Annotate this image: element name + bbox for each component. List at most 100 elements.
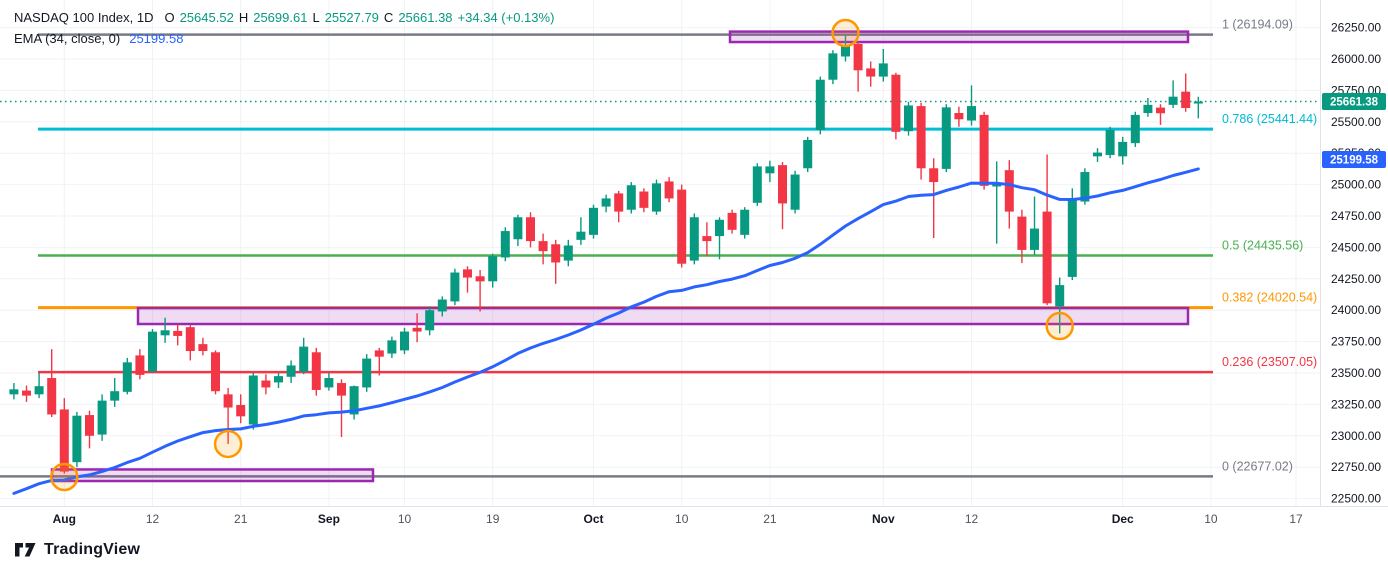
candle-body xyxy=(362,358,372,388)
candle-body xyxy=(1118,141,1128,157)
price-axis-label: 23750.00 xyxy=(1331,335,1381,349)
candle-body xyxy=(1055,285,1065,307)
candle-body xyxy=(803,140,813,169)
candle-body xyxy=(979,114,989,186)
candle-body xyxy=(853,43,863,71)
candle-body xyxy=(652,183,661,212)
time-axis-label: 10 xyxy=(1204,512,1218,526)
candle-body xyxy=(765,166,775,174)
candle-body xyxy=(135,355,145,375)
ema-price-badge-text: 25199.58 xyxy=(1330,155,1379,167)
candle-body xyxy=(1105,129,1115,155)
candle-body xyxy=(437,299,447,312)
candle-body xyxy=(664,181,674,199)
price-axis-label: 23500.00 xyxy=(1331,366,1381,380)
fib-label: 0.786 (25441.44) xyxy=(1222,112,1317,126)
candle-body xyxy=(211,352,220,392)
highlight-circle[interactable] xyxy=(50,462,79,492)
candle-body xyxy=(311,352,321,390)
candle-body xyxy=(85,415,94,436)
candle-body xyxy=(185,327,195,352)
candle-body xyxy=(992,183,1002,187)
candle-body xyxy=(815,79,825,130)
candle-body xyxy=(173,330,183,336)
candle-body xyxy=(841,45,850,57)
price-axis-label: 26000.00 xyxy=(1331,52,1381,66)
candle-body xyxy=(929,168,939,183)
candle-body xyxy=(740,209,750,235)
candle-body xyxy=(1042,211,1052,304)
candle-body xyxy=(59,409,69,472)
candle-body xyxy=(198,344,208,352)
candle-body xyxy=(1017,216,1027,250)
candle-body xyxy=(349,386,359,415)
time-axis-label: 21 xyxy=(234,512,248,526)
candle-body xyxy=(727,212,737,230)
fib-label: 0.382 (24020.54) xyxy=(1222,291,1317,305)
time-axis-label: 10 xyxy=(398,512,412,526)
candle-body xyxy=(526,217,535,242)
highlight-circles xyxy=(50,18,1074,492)
candle-body xyxy=(563,245,573,261)
fib-label: 1 (26194.09) xyxy=(1222,18,1293,32)
candle-body xyxy=(967,106,976,121)
time-axis-label: Sep xyxy=(318,512,340,526)
candle-body xyxy=(626,185,636,210)
supply-demand-zone[interactable] xyxy=(136,306,1190,326)
time-axis[interactable]: Aug 12 21 Sep 10 19 Oct 10 21 Nov 12 Dec 10 17 xyxy=(53,512,1303,526)
candle-body xyxy=(248,375,258,425)
candle-body xyxy=(941,107,951,169)
fib-label: 0.5 (24435.56) xyxy=(1222,238,1303,252)
time-axis-label: 21 xyxy=(763,512,777,526)
zones xyxy=(50,30,1190,483)
time-axis-label: 10 xyxy=(675,512,689,526)
candle-body xyxy=(1143,104,1153,114)
price-axis-label: 26250.00 xyxy=(1331,21,1381,35)
time-axis-label: Dec xyxy=(1112,512,1134,526)
candle-body xyxy=(639,191,649,208)
candle-body xyxy=(122,362,132,392)
price-axis-label: 25500.00 xyxy=(1331,115,1381,129)
candle-body xyxy=(1181,91,1191,108)
candle-body xyxy=(450,272,460,302)
last-price-badge-text: 25661.38 xyxy=(1330,97,1379,109)
candle-body xyxy=(1130,114,1140,144)
candle-body xyxy=(160,330,170,336)
candle-body xyxy=(1067,200,1077,277)
candles xyxy=(9,35,1203,474)
candle-body xyxy=(387,340,397,354)
tradingview-logo[interactable]: TradingView xyxy=(14,541,140,559)
ema-price-badge: 25199.58 xyxy=(1322,151,1386,169)
candle-body xyxy=(1004,170,1014,212)
price-axis-label: 24500.00 xyxy=(1331,240,1381,254)
highlight-circle[interactable] xyxy=(213,429,243,459)
candle-body xyxy=(752,166,762,203)
candle-body xyxy=(47,378,57,415)
candle-body xyxy=(866,68,876,77)
candle-body xyxy=(715,219,724,237)
candle-body xyxy=(261,380,271,388)
candle-body xyxy=(299,346,309,372)
highlight-circle[interactable] xyxy=(1045,311,1074,341)
supply-demand-zone[interactable] xyxy=(728,30,1190,44)
candle-body xyxy=(702,236,712,242)
candle-body xyxy=(1030,228,1039,250)
candle-body xyxy=(34,386,44,395)
candle-body xyxy=(1193,101,1203,104)
candle-body xyxy=(513,217,523,240)
candle-body xyxy=(689,217,699,261)
candle-body xyxy=(1156,107,1165,114)
candle-body xyxy=(601,198,611,207)
tradingview-logo-icon xyxy=(15,543,36,557)
candle-body xyxy=(828,53,838,80)
candle-body xyxy=(790,174,800,210)
candle-body xyxy=(878,63,888,77)
candle-body xyxy=(1093,152,1102,157)
candle-body xyxy=(538,241,548,252)
time-axis-label: Aug xyxy=(53,512,76,526)
candle-body xyxy=(286,365,296,377)
grid xyxy=(0,0,1320,506)
time-axis-label: 12 xyxy=(146,512,160,526)
highlight-circle[interactable] xyxy=(831,18,860,48)
